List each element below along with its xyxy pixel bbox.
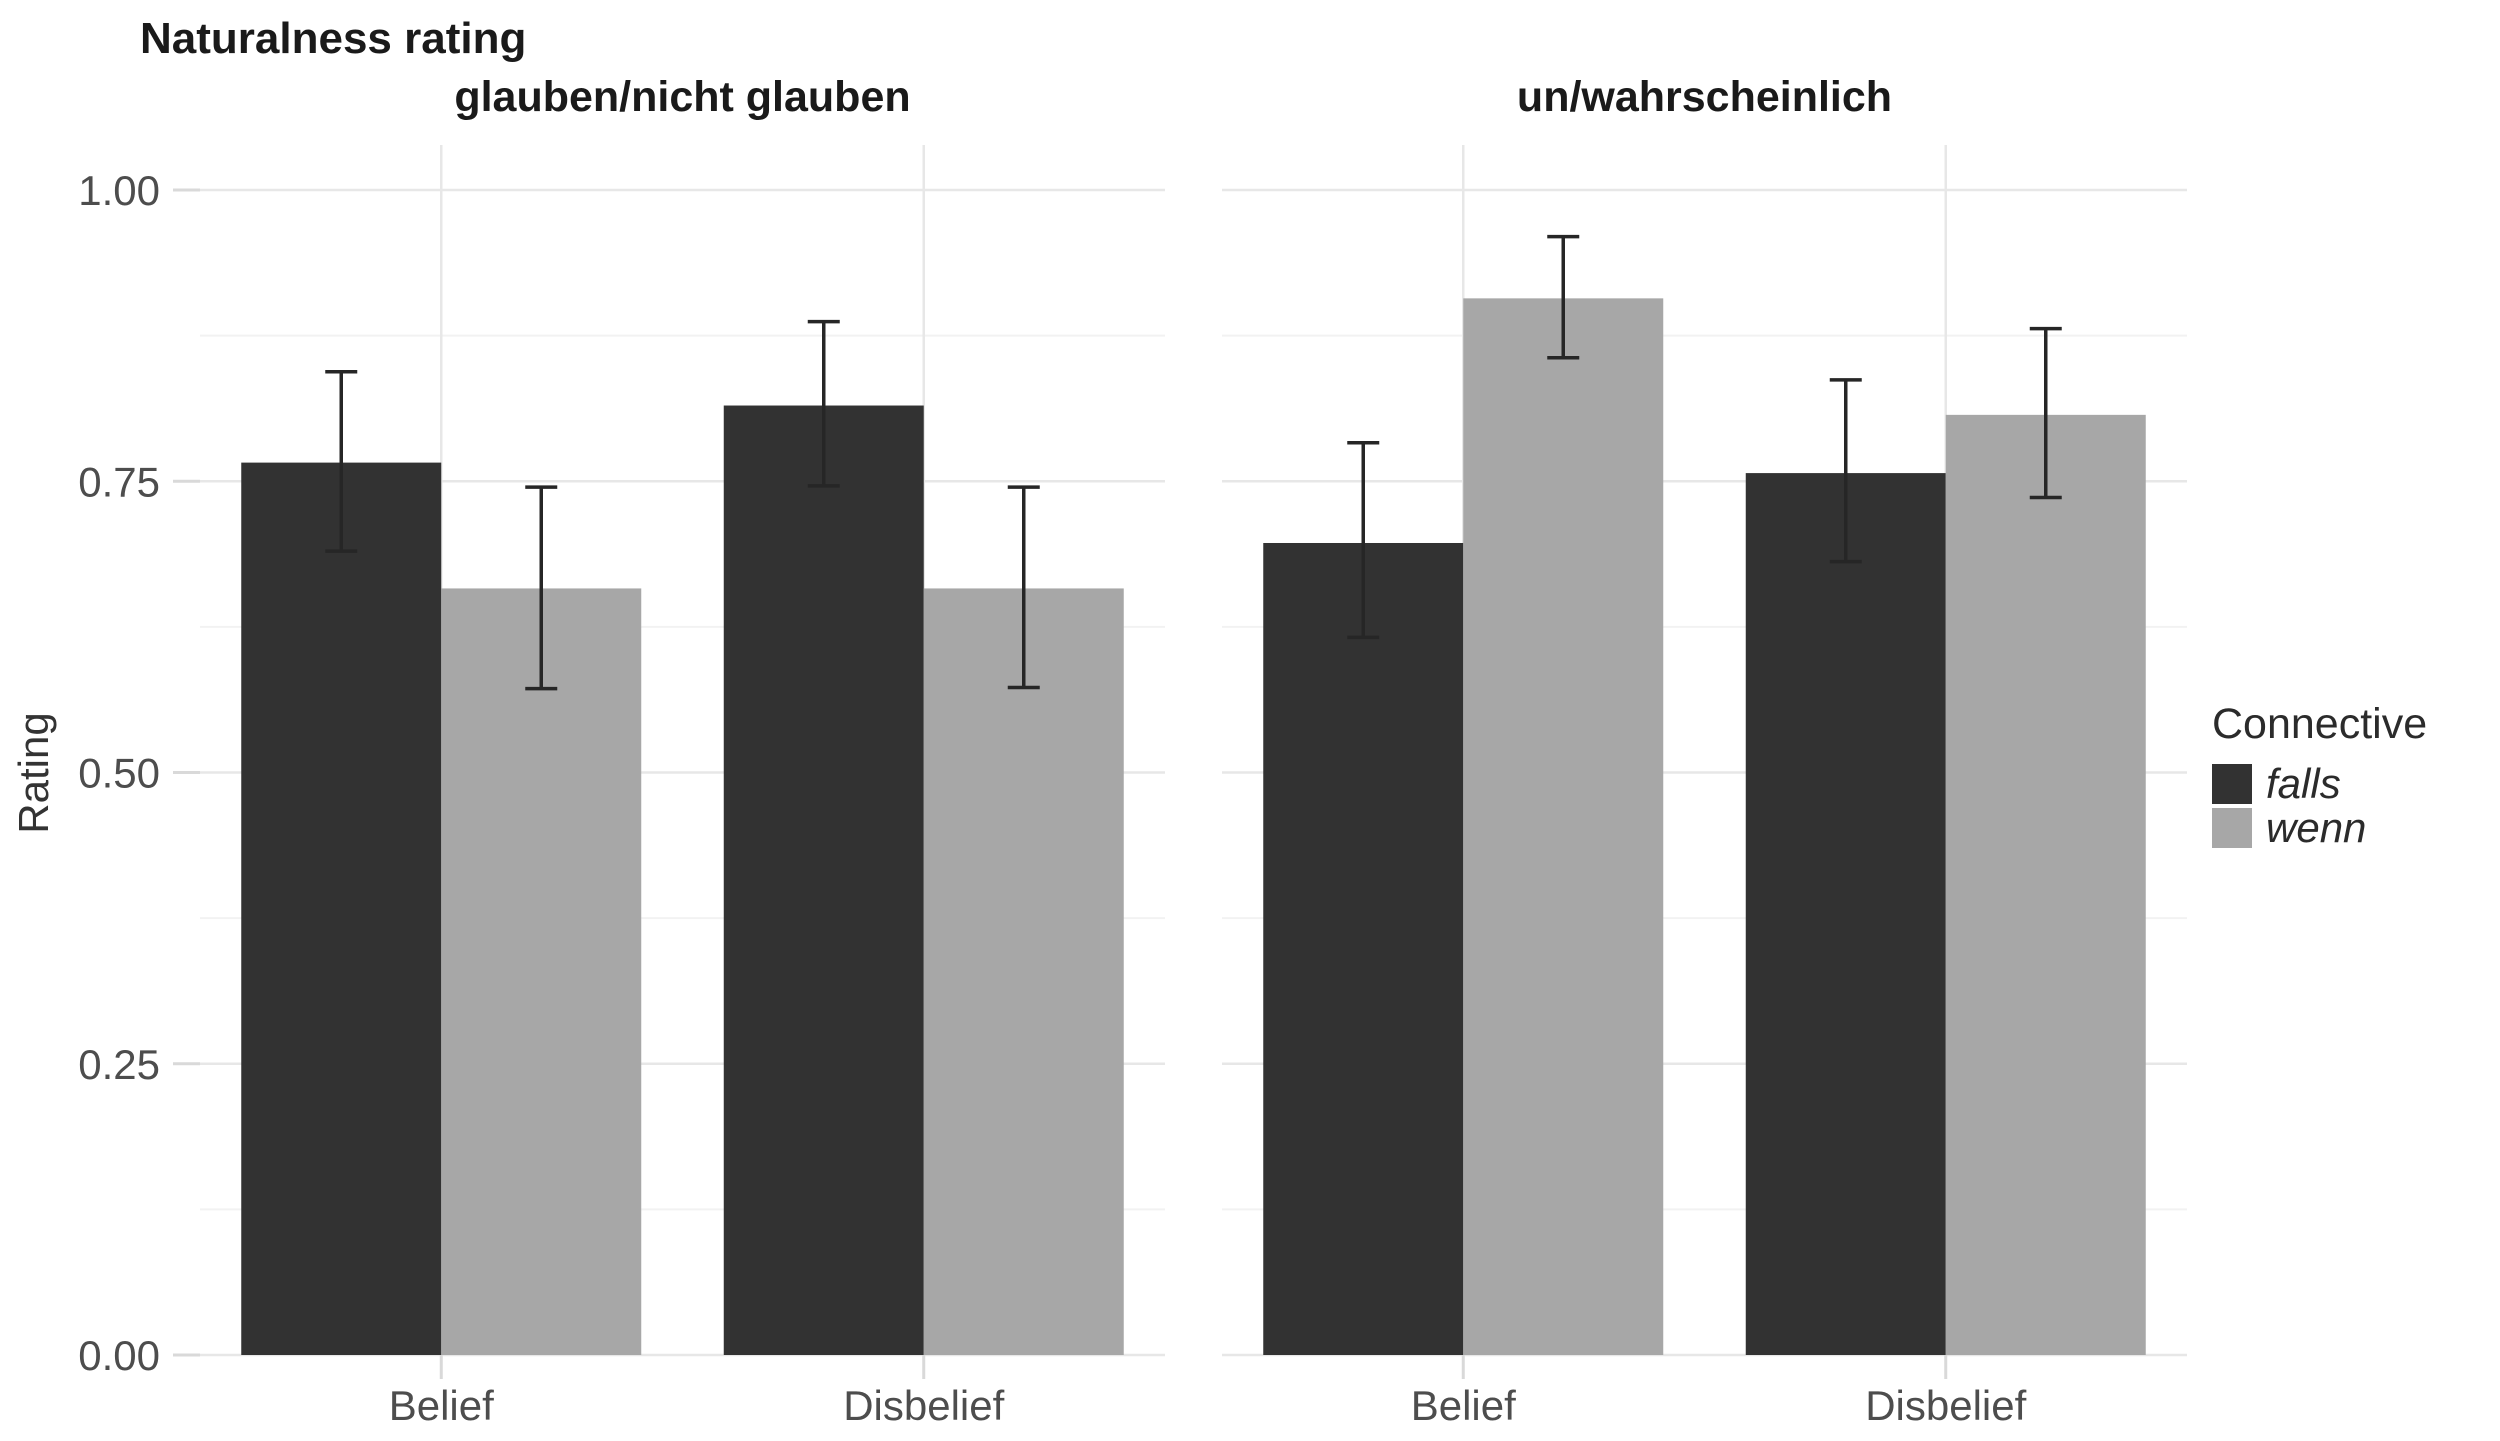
errorbar-wenn-belief: [525, 485, 558, 691]
errorbar-falls-belief: [325, 369, 358, 553]
y-tick-label: 1.00: [78, 167, 160, 214]
bar-falls-disbelief: [1745, 473, 1946, 1356]
bar-falls-belief: [1263, 542, 1464, 1355]
legend-item-wenn: wenn: [2212, 807, 2500, 849]
bar-wenn-disbelief: [1945, 414, 2146, 1356]
y-tick-label: 0.00: [78, 1332, 160, 1379]
x-axis-label-belief: Belief: [1411, 1382, 1516, 1429]
facet-label-wahrscheinlich: un/wahrscheinlich: [1516, 73, 1893, 121]
x-axis-label-disbelief: Disbelief: [843, 1382, 1004, 1429]
y-tick-label: 0.75: [78, 458, 160, 505]
legend-item-falls: falls: [2212, 763, 2500, 805]
errorbar-falls-disbelief: [807, 319, 840, 488]
errorbar-falls-disbelief: [1829, 378, 1862, 564]
bar-wenn-disbelief: [923, 588, 1124, 1355]
legend-label-wenn: wenn: [2266, 804, 2367, 851]
errorbar-falls-belief: [1347, 441, 1380, 640]
facet-label-glauben: glauben/nicht glauben: [454, 73, 911, 121]
y-axis: 0.00 0.25 0.50 0.75 1.00: [78, 167, 200, 1379]
x-axis-label-belief: Belief: [389, 1382, 494, 1429]
y-tick-label: 0.50: [78, 750, 160, 797]
legend-swatch-wenn: [2212, 808, 2252, 848]
errorbar-wenn-disbelief: [1007, 485, 1040, 690]
bar-falls-disbelief: [723, 405, 924, 1355]
panel-wahrscheinlich: Belief Disbelief: [1222, 145, 2187, 1429]
errorbar-wenn-disbelief: [2029, 326, 2062, 500]
bar-wenn-belief: [441, 588, 642, 1355]
legend-swatch-falls: [2212, 764, 2252, 804]
errorbar-wenn-belief: [1547, 234, 1580, 360]
bar-wenn-belief: [1463, 298, 1664, 1356]
panel-glauben: Belief Disbelief: [200, 145, 1165, 1429]
chart-title: Naturalness rating: [140, 14, 527, 63]
legend-title: Connective: [2212, 700, 2428, 748]
x-axis-label-disbelief: Disbelief: [1865, 1382, 2026, 1429]
bar-falls-belief: [241, 462, 442, 1355]
legend-label-falls: falls: [2266, 760, 2341, 807]
y-tick-label: 0.25: [78, 1041, 160, 1088]
legend: Connective falls wenn: [2212, 700, 2500, 851]
